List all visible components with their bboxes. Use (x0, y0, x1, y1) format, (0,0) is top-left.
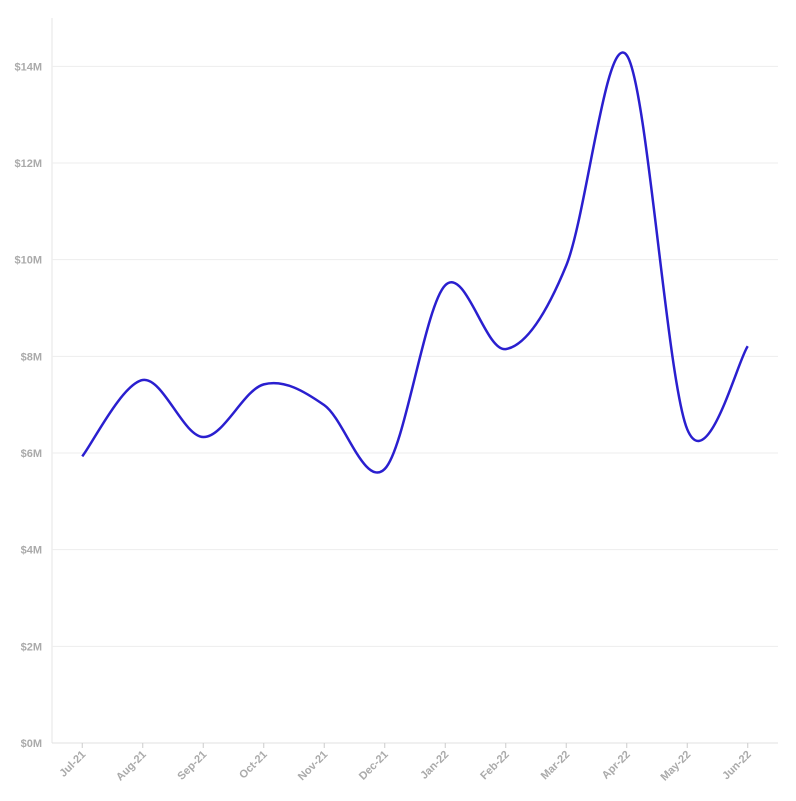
x-tick-label: Mar-22 (539, 749, 573, 783)
y-tick-label: $10M (14, 255, 42, 267)
line (81, 51, 749, 474)
y-tick-label: $6M (21, 448, 42, 460)
y-tick-label: $12M (14, 158, 42, 170)
x-tick-label: Jun-22 (720, 749, 754, 783)
y-tick-label: $8M (21, 351, 42, 363)
x-tick-label: Nov-21 (296, 749, 330, 783)
x-tick-label: Apr-22 (600, 749, 633, 782)
x-tick-label: May-22 (659, 749, 694, 784)
x-tick-label: Aug-21 (114, 749, 149, 784)
x-tick-label: Jul-21 (57, 749, 88, 780)
x-tick-label: Jan-22 (418, 749, 451, 782)
y-tick-label: $0M (21, 738, 42, 750)
x-tick-label: Dec-21 (357, 749, 391, 783)
y-tick-label: $14M (14, 61, 42, 73)
x-tick-label: Feb-22 (478, 749, 512, 783)
x-tick-label: Oct-21 (237, 749, 270, 782)
y-tick-label: $4M (21, 545, 42, 557)
x-tick-label: Sep-21 (175, 749, 209, 783)
y-tick-label: $2M (21, 641, 42, 653)
